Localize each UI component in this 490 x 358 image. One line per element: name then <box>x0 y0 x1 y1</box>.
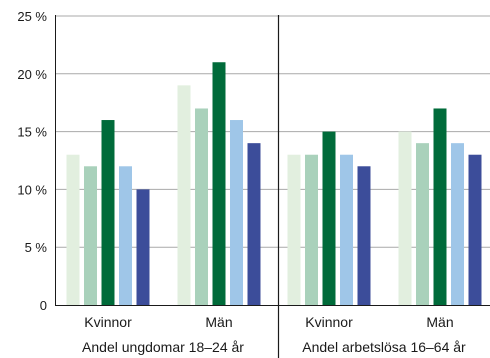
bar <box>247 143 261 305</box>
y-axis-ticks: 0 5 % 10 % 15 % 20 % 25 % <box>17 9 47 313</box>
bar <box>230 120 243 305</box>
bar <box>340 154 353 305</box>
bar <box>398 131 412 305</box>
y-tick-label: 20 % <box>17 67 47 82</box>
bar <box>451 143 464 305</box>
bar <box>305 154 318 305</box>
y-tick-label: 10 % <box>17 182 47 197</box>
category-label: Kvinnor <box>305 314 353 330</box>
bar <box>66 154 80 305</box>
bar <box>357 166 371 305</box>
panel-label: Andel arbetslösa 16–64 år <box>302 339 466 355</box>
y-tick-label: 15 % <box>17 125 47 140</box>
category-label: Män <box>205 314 232 330</box>
bar <box>468 154 482 305</box>
bars <box>66 62 482 305</box>
bar <box>119 166 132 305</box>
bar <box>195 108 208 305</box>
bar <box>416 143 429 305</box>
category-label: Kvinnor <box>84 314 132 330</box>
bar <box>287 154 301 305</box>
bar <box>136 189 150 305</box>
panel-label: Andel ungdomar 18–24 år <box>82 339 244 355</box>
category-label: Män <box>426 314 453 330</box>
bar <box>433 108 447 305</box>
bar <box>322 131 336 305</box>
y-tick-label: 0 <box>40 298 47 313</box>
bar <box>84 166 97 305</box>
y-tick-label: 5 % <box>25 240 48 255</box>
bar <box>101 120 115 305</box>
y-tick-label: 25 % <box>17 9 47 24</box>
axes <box>55 15 490 358</box>
labels: Kvinnor Män Andel ungdomar 18–24 år Kvinnor… <box>82 314 466 355</box>
bar <box>177 85 191 305</box>
bar <box>212 62 226 305</box>
